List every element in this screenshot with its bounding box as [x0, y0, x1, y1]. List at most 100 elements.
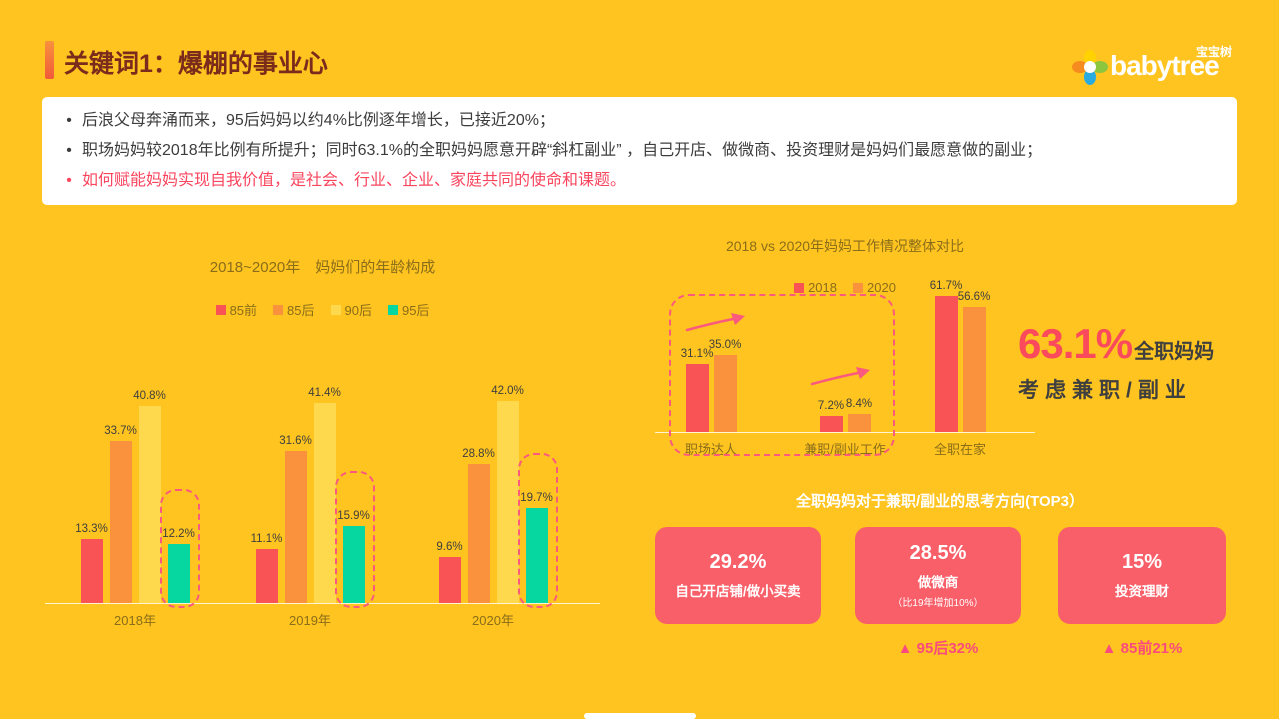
- growth-highlight-outline: [669, 294, 895, 456]
- bar-value-label: 9.6%: [436, 541, 463, 553]
- bar-value-label: 56.6%: [957, 291, 991, 303]
- age-composition-chart: 2018~2020年 妈妈们的年龄构成 85前 85后 90后 95后 13.3% 33…: [45, 248, 600, 648]
- card-footnote: ▲ 95后32%: [897, 640, 979, 657]
- page-title: 关键词1：爆棚的事业心: [64, 50, 328, 78]
- work-status-chart: 2018 vs 2020年妈妈工作情况整体对比 2018 2020 31.1% 35…: [655, 236, 1035, 476]
- card-label: 投资理财: [1115, 584, 1169, 599]
- card-footnote: ▲ 85前21%: [1101, 640, 1183, 657]
- bullet-dot: •: [66, 142, 72, 159]
- legend-swatch: [273, 304, 284, 315]
- bar-value-label: 8.4%: [845, 398, 873, 410]
- legend-swatch: [330, 304, 341, 315]
- bullet-item: • 后浪父母奔涌而来，95后妈妈以约4%比例逐年增长，已接近20%；: [56, 111, 1223, 131]
- top3-card-1: 29.2% 自己开店铺/做小买卖: [655, 527, 821, 624]
- bar-value-label: 12.2%: [162, 528, 195, 540]
- legend-item: 90后: [330, 300, 372, 319]
- logo-brand-text: babytree: [1110, 50, 1220, 81]
- card-note: （比19年增加10%）: [892, 598, 984, 609]
- bar: [438, 557, 461, 603]
- bar: [713, 355, 737, 432]
- highlight-outline: [159, 489, 200, 608]
- babytree-logo: babytree 宝宝树: [1072, 44, 1252, 90]
- bar: [167, 544, 190, 603]
- bar-value-label: 61.7%: [929, 280, 963, 292]
- bar-value-label: 13.3%: [75, 523, 108, 535]
- legend-label: 95后: [401, 303, 430, 318]
- bar: [934, 296, 958, 432]
- bar: [80, 539, 103, 603]
- bullet-text: 后浪父母奔涌而来，95后妈妈以约4%比例逐年增长，已接近20%；: [82, 112, 555, 129]
- bar: [962, 307, 986, 432]
- bar: [109, 441, 132, 603]
- callout-line1: 63.1% 全职妈妈: [1018, 320, 1268, 368]
- legend-label: 2020: [867, 280, 896, 295]
- bar-value-label: 33.7%: [104, 425, 137, 437]
- bullet-text: 如何赋能妈妈实现自我价值，是社会、行业、企业、家庭共同的使命和课题。: [82, 172, 627, 189]
- bar: [685, 364, 709, 432]
- top3-card-2: 28.5% 做微商 （比19年增加10%）: [855, 527, 1021, 624]
- legend-item: 95后: [387, 300, 430, 319]
- bar-value-label: 31.6%: [279, 435, 312, 447]
- card-label: 自己开店铺/做小买卖: [675, 584, 801, 599]
- legend-label: 90后: [344, 303, 372, 318]
- legend-swatch: [853, 282, 863, 293]
- bar: [819, 416, 843, 432]
- category-label: 2020年: [472, 613, 514, 628]
- legend-item: 2018: [794, 280, 837, 295]
- logo-cn-text: 宝宝树: [1196, 45, 1233, 59]
- summary-box: • 后浪父母奔涌而来，95后妈妈以约4%比例逐年增长，已接近20%； • 职场妈…: [42, 97, 1237, 205]
- chart-title: 2018~2020年 妈妈们的年龄构成: [209, 259, 436, 276]
- highlight-outline: [334, 471, 375, 608]
- bar-value-label: 31.1%: [680, 348, 714, 360]
- bullet-dot: •: [66, 112, 72, 129]
- age-chart-plot: 13.3% 33.7% 40.8% 12.2% 2018年 11.1% 31.6% 41.4%…: [45, 248, 600, 628]
- card-value: 29.2%: [709, 551, 767, 573]
- top3-title: 全职妈妈对于兼职/副业的思考方向(TOP3）: [795, 493, 1085, 510]
- legend-label: 85前: [229, 303, 258, 318]
- callout-subtitle: 考虑兼职/副业: [1018, 379, 1192, 402]
- legend-swatch: [794, 282, 805, 293]
- page-indicator: [584, 713, 696, 719]
- increase-arrow-icon: [685, 313, 745, 332]
- fulltime-sidejob-callout: 63.1% 全职妈妈 考虑兼职/副业: [1018, 320, 1268, 404]
- legend-item: 85前: [215, 300, 258, 319]
- legend-label: 2018: [808, 280, 837, 295]
- babytree-logo-icon: [1072, 50, 1108, 85]
- bar: [496, 401, 519, 603]
- title-accent-bar: [45, 41, 54, 79]
- bar: [313, 403, 336, 603]
- bar-value-label: 40.8%: [133, 390, 166, 402]
- category-label: 全职在家: [933, 442, 986, 457]
- bullet-item: • 如何赋能妈妈实现自我价值，是社会、行业、企业、家庭共同的使命和课题。: [56, 171, 1223, 191]
- bar: [255, 549, 278, 603]
- bar: [525, 508, 548, 603]
- bullet-dot: •: [66, 172, 72, 189]
- bar: [847, 414, 871, 432]
- chart-title: 2018 vs 2020年妈妈工作情况整体对比: [725, 238, 965, 254]
- bar-value-label: 7.2%: [817, 400, 845, 412]
- bar-value-label: 28.8%: [462, 448, 495, 460]
- category-label: 兼职/副业工作: [804, 442, 886, 457]
- bar: [342, 526, 365, 603]
- bar: [284, 451, 307, 603]
- bar-value-label: 42.0%: [491, 385, 524, 397]
- category-label: 职场达人: [684, 442, 737, 457]
- bar-value-label: 41.4%: [308, 387, 341, 399]
- legend-label: 85后: [287, 303, 315, 318]
- chart-legend: 2018 2020: [655, 280, 1035, 295]
- card-value: 28.5%: [909, 542, 967, 564]
- callout-label: 全职妈妈: [1134, 341, 1215, 363]
- bar-value-label: 35.0%: [708, 339, 742, 351]
- chart-legend: 85前 85后 90后 95后: [45, 300, 600, 319]
- bar-value-label: 11.1%: [250, 533, 283, 545]
- bar: [467, 464, 490, 603]
- card-label: 做微商: [917, 575, 959, 590]
- legend-item: 85后: [273, 300, 315, 319]
- work-chart-plot: 31.1% 35.0% 职场达人 7.2% 8.4% 兼职/副业工作 61.7% 56.6% 全…: [655, 236, 1035, 457]
- bullet-item: • 职场妈妈较2018年比例有所提升；同时63.1%的全职妈妈愿意开辟“斜杠副业…: [56, 141, 1223, 161]
- category-label: 2018年: [114, 613, 156, 628]
- bullet-text: 职场妈妈较2018年比例有所提升；同时63.1%的全职妈妈愿意开辟“斜杠副业” …: [82, 142, 1043, 159]
- bar: [138, 406, 161, 603]
- legend-swatch: [215, 304, 226, 315]
